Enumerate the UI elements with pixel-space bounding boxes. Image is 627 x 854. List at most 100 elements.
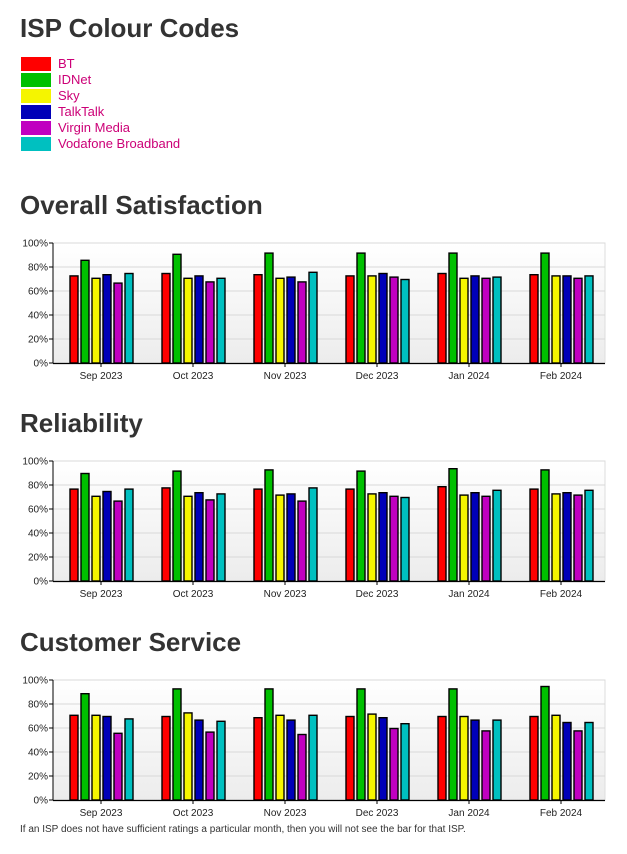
bar-vodafone-broadband-nov-2023 — [308, 271, 318, 364]
x-tick-label: Dec 2023 — [356, 589, 399, 600]
bar-talktalk-sep-2023 — [102, 490, 112, 582]
y-tick-label: 100% — [22, 239, 48, 250]
x-tick-label: Sep 2023 — [80, 808, 123, 819]
x-tick-label: Oct 2023 — [173, 808, 214, 819]
bar-talktalk-feb-2024 — [562, 721, 572, 801]
legend-swatch-vodafone-broadband — [21, 137, 51, 151]
x-tick-label: Sep 2023 — [80, 589, 123, 600]
bar-virgin-media-feb-2024 — [573, 730, 583, 801]
bar-sky-dec-2023 — [367, 493, 377, 582]
bar-idnet-jan-2024 — [448, 688, 458, 801]
bar-talktalk-oct-2023 — [194, 275, 204, 364]
x-tick-label: Nov 2023 — [264, 371, 307, 382]
legend-swatch-virgin-media — [21, 121, 51, 135]
legend-label-talktalk[interactable]: TalkTalk — [58, 104, 105, 119]
y-tick-label: 0% — [34, 577, 49, 588]
legend-item-sky: Sky — [21, 88, 180, 104]
bar-idnet-jan-2024 — [448, 252, 458, 364]
plot-area — [53, 243, 605, 363]
bar-virgin-media-jan-2024 — [481, 495, 491, 582]
x-tick-label: Oct 2023 — [173, 371, 214, 382]
legend-label-vodafone-broadband[interactable]: Vodafone Broadband — [58, 136, 181, 151]
chart-title-reliability: Reliability — [20, 408, 143, 438]
bar-bt-sep-2023 — [69, 714, 79, 801]
x-tick-label: Nov 2023 — [264, 589, 307, 600]
bar-vodafone-broadband-jan-2024 — [492, 276, 502, 364]
bar-vodafone-broadband-dec-2023 — [400, 723, 410, 801]
y-tick-label: 0% — [34, 359, 49, 370]
bar-virgin-media-oct-2023 — [205, 731, 215, 801]
bar-idnet-jan-2024 — [448, 467, 458, 582]
page-title: ISP Colour Codes — [20, 13, 240, 43]
bar-talktalk-nov-2023 — [286, 493, 296, 582]
y-tick-label: 80% — [28, 481, 48, 492]
plot-area — [53, 680, 605, 800]
bar-talktalk-dec-2023 — [378, 272, 388, 364]
bar-talktalk-jan-2024 — [470, 719, 480, 801]
bar-bt-oct-2023 — [161, 715, 171, 801]
bar-virgin-media-oct-2023 — [205, 281, 215, 364]
bar-vodafone-broadband-feb-2024 — [584, 275, 594, 364]
y-tick-label: 40% — [28, 529, 48, 540]
bar-virgin-media-jan-2024 — [481, 730, 491, 801]
bar-bt-feb-2024 — [529, 715, 539, 801]
isp-colour-legend: BT IDNet Sky TalkTalk Virgin Media Vodaf… — [21, 56, 180, 152]
x-tick-label: Dec 2023 — [356, 808, 399, 819]
legend-label-sky[interactable]: Sky — [58, 88, 80, 103]
bar-sky-sep-2023 — [91, 495, 101, 582]
bar-vodafone-broadband-dec-2023 — [400, 496, 410, 582]
bar-talktalk-jan-2024 — [470, 275, 480, 364]
overall-satisfaction-chart: 0% 20% 40% 60% 80% 100% Sep 2023 Oct 2023 Nov 20… — [22, 239, 606, 382]
y-tick-label: 40% — [28, 748, 48, 759]
bar-virgin-media-oct-2023 — [205, 499, 215, 582]
y-tick-label: 100% — [22, 676, 48, 687]
bar-bt-feb-2024 — [529, 274, 539, 364]
y-tick-label: 60% — [28, 287, 48, 298]
bar-talktalk-jan-2024 — [470, 492, 480, 582]
bar-sky-feb-2024 — [551, 714, 561, 801]
reliability-chart: 0% 20% 40% 60% 80% 100% Sep 2023 Oct 2023 Nov 20… — [22, 457, 606, 600]
bar-vodafone-broadband-dec-2023 — [400, 278, 410, 364]
bar-bt-jan-2024 — [437, 272, 447, 364]
bar-sky-nov-2023 — [275, 714, 285, 801]
legend-label-idnet[interactable]: IDNet — [58, 72, 92, 87]
y-tick-label: 60% — [28, 724, 48, 735]
bar-bt-dec-2023 — [345, 488, 355, 582]
legend-item-talktalk: TalkTalk — [21, 104, 180, 120]
bar-sky-nov-2023 — [275, 277, 285, 364]
y-tick-label: 20% — [28, 553, 48, 564]
x-tick-label: Nov 2023 — [264, 808, 307, 819]
x-tick-label: Feb 2024 — [540, 808, 583, 819]
x-tick-label: Feb 2024 — [540, 371, 583, 382]
plot-area — [53, 461, 605, 581]
legend-swatch-talktalk — [21, 105, 51, 119]
bar-sky-sep-2023 — [91, 714, 101, 801]
footnote: If an ISP does not have sufficient ratin… — [20, 824, 466, 835]
bar-talktalk-sep-2023 — [102, 274, 112, 364]
legend-label-virgin-media[interactable]: Virgin Media — [58, 120, 131, 135]
bar-idnet-dec-2023 — [356, 688, 366, 801]
bar-idnet-oct-2023 — [172, 688, 182, 801]
bar-idnet-nov-2023 — [264, 688, 274, 801]
bar-idnet-feb-2024 — [540, 685, 550, 801]
bar-bt-sep-2023 — [69, 488, 79, 582]
y-tick-label: 40% — [28, 311, 48, 322]
bar-vodafone-broadband-jan-2024 — [492, 719, 502, 801]
bar-bt-dec-2023 — [345, 275, 355, 364]
bar-virgin-media-dec-2023 — [389, 727, 399, 801]
y-tick-label: 80% — [28, 700, 48, 711]
legend-label-bt[interactable]: BT — [58, 56, 75, 71]
bar-vodafone-broadband-nov-2023 — [308, 714, 318, 801]
chart-title-overall-satisfaction: Overall Satisfaction — [20, 190, 263, 220]
x-tick-label: Feb 2024 — [540, 589, 583, 600]
bar-talktalk-oct-2023 — [194, 492, 204, 582]
x-tick-label: Oct 2023 — [173, 589, 214, 600]
x-tick-label: Sep 2023 — [80, 371, 123, 382]
bar-vodafone-broadband-feb-2024 — [584, 489, 594, 582]
y-tick-label: 20% — [28, 335, 48, 346]
bar-virgin-media-nov-2023 — [297, 733, 307, 801]
bar-sky-jan-2024 — [459, 277, 469, 364]
bar-virgin-media-nov-2023 — [297, 281, 307, 364]
legend-item-virgin-media: Virgin Media — [21, 120, 180, 136]
bar-idnet-dec-2023 — [356, 252, 366, 364]
